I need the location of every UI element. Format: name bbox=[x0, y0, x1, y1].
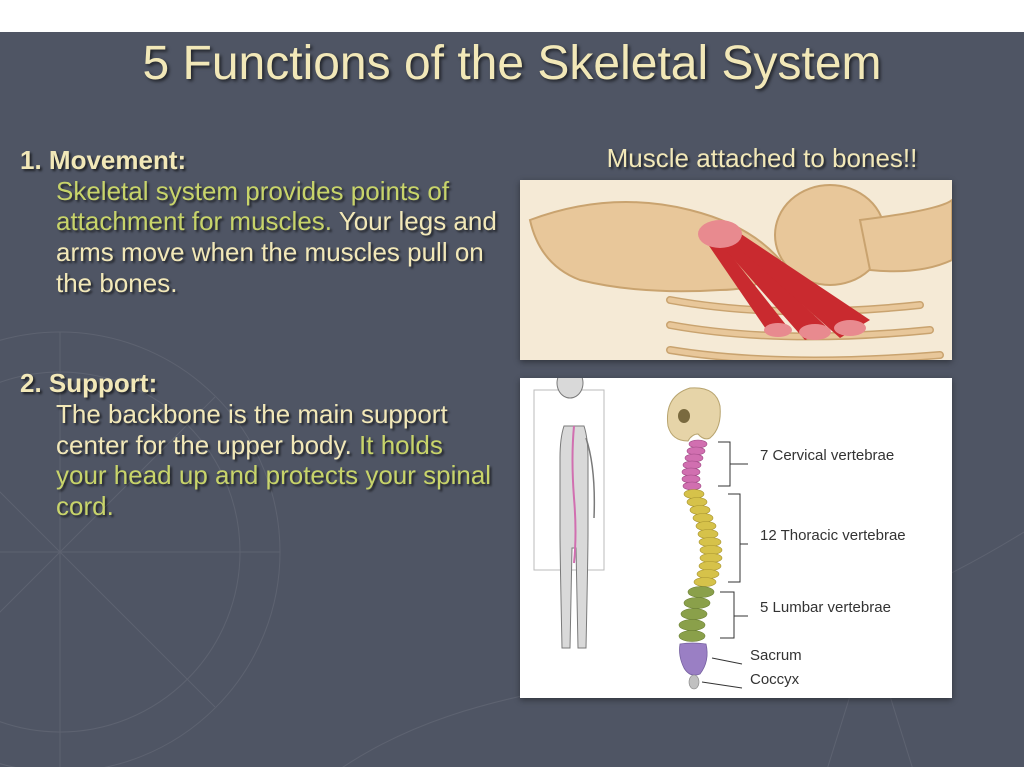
spine-label-thoracic: 12 Thoracic vertebrae bbox=[760, 527, 906, 544]
point-1-label: Movement: bbox=[49, 145, 186, 175]
spine-label-coccyx: Coccyx bbox=[750, 671, 800, 688]
point-1: 1. Movement: Skeletal system provides po… bbox=[20, 145, 500, 298]
left-column: 1. Movement: Skeletal system provides po… bbox=[20, 123, 500, 698]
point-1-number: 1. bbox=[20, 145, 49, 175]
muscle-caption: Muscle attached to bones!! bbox=[520, 143, 1004, 174]
point-2-label: Support: bbox=[49, 368, 157, 398]
spine-label-sacrum: Sacrum bbox=[750, 647, 802, 664]
spine-label-cervical: 7 Cervical vertebrae bbox=[760, 447, 894, 464]
right-column: Muscle attached to bones!! bbox=[520, 123, 1004, 698]
spine-image: 7 Cervical vertebrae 12 Thoracic vertebr… bbox=[520, 378, 952, 698]
muscle-image bbox=[520, 180, 952, 360]
slide-title: 5 Functions of the Skeletal System bbox=[0, 32, 1024, 91]
spine-label-lumbar: 5 Lumbar vertebrae bbox=[760, 599, 891, 616]
content-columns: 1. Movement: Skeletal system provides po… bbox=[0, 123, 1024, 698]
point-2: 2. Support: The backbone is the main sup… bbox=[20, 368, 500, 521]
slide: 5 Functions of the Skeletal System 1. Mo… bbox=[0, 32, 1024, 767]
point-2-number: 2. bbox=[20, 368, 49, 398]
